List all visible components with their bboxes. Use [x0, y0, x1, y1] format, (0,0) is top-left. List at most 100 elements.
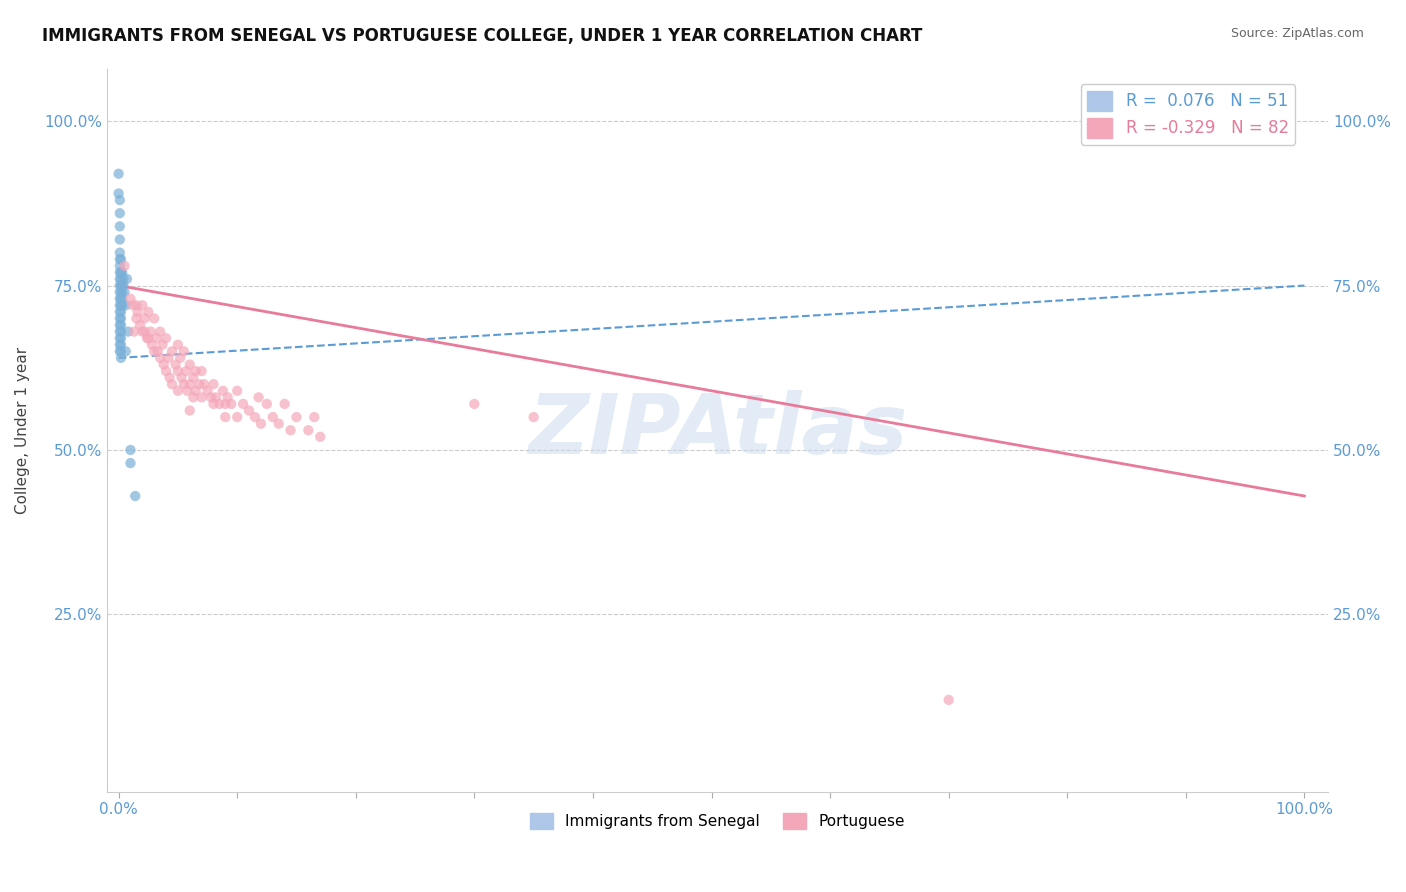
Point [202, 377, 225, 392]
Point [208, 397, 231, 411]
Point [108, 298, 131, 312]
Point [111, 285, 134, 299]
Point [193, 377, 215, 392]
Point [131, 298, 153, 312]
Point [169, 351, 191, 365]
Point [247, 390, 270, 404]
Point [110, 344, 132, 359]
Point [202, 397, 225, 411]
Point [136, 305, 159, 319]
Point [129, 318, 152, 332]
Point [107, 186, 129, 201]
Point [108, 318, 131, 332]
Point [197, 384, 219, 398]
Point [108, 278, 131, 293]
Point [523, 410, 546, 425]
Point [108, 311, 131, 326]
Point [181, 390, 204, 404]
Point [108, 344, 131, 359]
Point [167, 337, 190, 351]
Point [134, 325, 156, 339]
Point [125, 298, 148, 312]
Point [938, 693, 960, 707]
Point [111, 298, 134, 312]
Point [145, 331, 167, 345]
Point [127, 305, 149, 319]
Point [120, 442, 142, 457]
Point [167, 384, 190, 398]
Point [226, 410, 249, 425]
Point [108, 193, 131, 207]
Point [108, 285, 131, 299]
Point [108, 305, 131, 319]
Point [184, 384, 207, 398]
Point [184, 364, 207, 378]
Point [110, 318, 132, 332]
Point [112, 278, 135, 293]
Point [108, 325, 131, 339]
Point [309, 430, 332, 444]
Point [141, 337, 163, 351]
Point [110, 298, 132, 312]
Point [280, 423, 302, 437]
Point [108, 206, 131, 220]
Point [108, 265, 131, 279]
Point [190, 364, 212, 378]
Point [214, 397, 236, 411]
Point [143, 344, 166, 359]
Point [108, 219, 131, 234]
Point [181, 370, 204, 384]
Point [122, 325, 145, 339]
Point [155, 364, 177, 378]
Point [110, 325, 132, 339]
Point [167, 364, 190, 378]
Text: IMMIGRANTS FROM SENEGAL VS PORTUGUESE COLLEGE, UNDER 1 YEAR CORRELATION CHART: IMMIGRANTS FROM SENEGAL VS PORTUGUESE CO… [42, 27, 922, 45]
Point [110, 285, 132, 299]
Point [108, 245, 131, 260]
Point [170, 370, 193, 384]
Point [115, 272, 138, 286]
Point [152, 358, 174, 372]
Point [262, 410, 284, 425]
Point [243, 410, 266, 425]
Point [179, 358, 201, 372]
Point [110, 311, 132, 326]
Point [121, 298, 143, 312]
Point [146, 344, 169, 359]
Point [110, 272, 132, 286]
Point [219, 397, 242, 411]
Legend: Immigrants from Senegal, Portuguese: Immigrants from Senegal, Portuguese [524, 806, 911, 835]
Point [173, 377, 195, 392]
Point [110, 252, 132, 267]
Point [190, 390, 212, 404]
Point [179, 377, 201, 392]
Point [108, 259, 131, 273]
Point [200, 390, 222, 404]
Point [273, 397, 295, 411]
Point [205, 390, 228, 404]
Point [108, 292, 131, 306]
Point [111, 265, 134, 279]
Point [267, 417, 290, 431]
Point [110, 337, 132, 351]
Point [179, 403, 201, 417]
Point [149, 325, 172, 339]
Point [304, 410, 326, 425]
Point [136, 331, 159, 345]
Point [117, 325, 139, 339]
Point [108, 331, 131, 345]
Point [110, 292, 132, 306]
Point [143, 311, 166, 326]
Point [176, 384, 198, 398]
Point [111, 292, 134, 306]
Point [463, 397, 485, 411]
Point [120, 292, 142, 306]
Point [157, 351, 180, 365]
Point [297, 423, 319, 437]
Point [173, 344, 195, 359]
Point [108, 252, 131, 267]
Point [110, 331, 132, 345]
Point [110, 351, 132, 365]
Point [131, 325, 153, 339]
Point [212, 384, 235, 398]
